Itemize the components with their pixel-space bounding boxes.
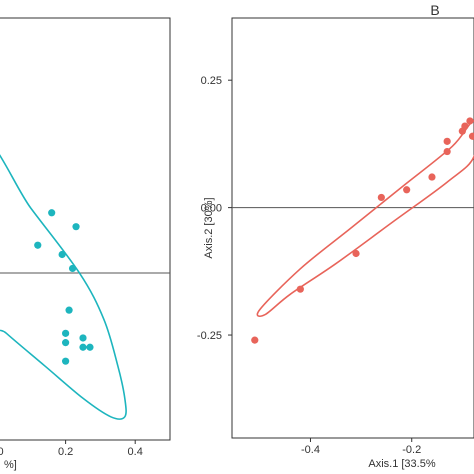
data-point	[468, 132, 474, 140]
plot-frame	[0, 17, 171, 441]
x-tick-label: -0.2	[402, 444, 421, 456]
data-point	[443, 137, 451, 145]
data-point	[403, 186, 411, 194]
data-point	[68, 264, 77, 273]
data-point	[461, 122, 469, 130]
x-tick-label: -0.4	[301, 444, 320, 456]
plot-frame	[231, 17, 474, 439]
data-point	[62, 339, 70, 347]
panel-a: 0.0 0.2 0.4%]	[0, 17, 171, 471]
data-point	[62, 357, 70, 365]
data-point	[58, 250, 66, 259]
y-tick-label: 0.00	[201, 203, 222, 215]
x-axis-label-fragment: %]	[4, 459, 17, 471]
y-tick-label: 0.25	[201, 75, 222, 87]
x-tick-label: 0.4	[128, 446, 143, 458]
data-point	[34, 241, 42, 249]
x-tick-label: 0.2	[58, 446, 73, 458]
data-point	[79, 343, 87, 351]
y-tick-label: -0.25	[197, 330, 222, 342]
panel-label: B	[430, 2, 439, 18]
y-axis-label: Axis.2 [30%]	[203, 197, 215, 258]
data-point	[79, 334, 87, 342]
confidence-ellipse	[0, 154, 127, 420]
data-point	[251, 336, 259, 344]
data-point	[86, 343, 94, 351]
x-tick-label: 0.0	[0, 446, 4, 458]
data-point	[65, 306, 73, 314]
data-point	[62, 329, 70, 337]
data-point	[377, 193, 385, 202]
data-point	[352, 249, 360, 258]
confidence-ellipse	[256, 120, 474, 317]
data-point	[48, 209, 56, 217]
data-point	[428, 173, 436, 181]
data-point	[72, 223, 80, 231]
data-point	[466, 117, 474, 125]
panel-b: -0.4 -0.2 0.25 0.00 -0.25 Axis.1 [33.5% Axis.2…	[197, 2, 474, 470]
data-point	[443, 147, 451, 156]
data-point	[296, 285, 304, 293]
x-axis-label: Axis.1 [33.5%	[368, 458, 435, 470]
